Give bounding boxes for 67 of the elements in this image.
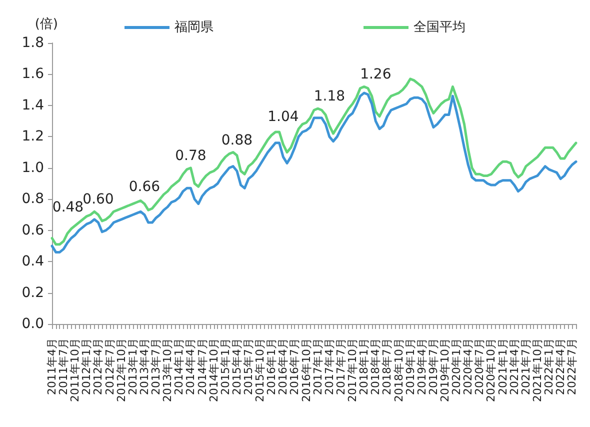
x-tick-label: 2012年7月 xyxy=(103,338,116,395)
y-tick-label: 1.8 xyxy=(22,35,44,51)
x-tick-label: 2021年7月 xyxy=(519,338,532,395)
x-tick-label: 2015年4月 xyxy=(230,338,244,395)
x-tick-label: 2014年4月 xyxy=(184,338,198,395)
x-tick-label: 2019年4月 xyxy=(415,338,428,395)
annotation: 0.78 xyxy=(175,148,206,164)
x-tick-label: 2017年7月 xyxy=(334,338,348,395)
x-tick-label: 2012年1月 xyxy=(80,338,94,395)
x-tick-label: 2016年4月 xyxy=(276,338,290,395)
x-tick-label: 2021年10月 xyxy=(530,338,544,402)
y-tick-label: 1.2 xyxy=(22,128,44,145)
annotation: 1.04 xyxy=(268,108,299,125)
x-tick-label: 2013年10月 xyxy=(161,338,174,402)
y-tick-label: 0.8 xyxy=(22,191,44,208)
x-tick-label: 2018年10月 xyxy=(392,338,406,402)
y-tick-label: 1.4 xyxy=(22,97,44,114)
x-tick-label: 2020年1月 xyxy=(450,338,464,395)
x-tick-label: 2011年7月 xyxy=(57,338,70,395)
x-tick-label: 2018年7月 xyxy=(380,338,394,395)
annotation: 0.48 xyxy=(52,199,84,216)
x-tick-label: 2016年7月 xyxy=(288,338,302,395)
y-tick-label: 0.6 xyxy=(22,222,44,238)
x-tick-label: 2017年4月 xyxy=(322,338,336,395)
x-tick-label: 2021年4月 xyxy=(508,338,521,395)
x-tick-label: 2015年7月 xyxy=(242,338,255,395)
x-tick-label: 2014年1月 xyxy=(172,338,186,395)
x-tick-label: 2022年1月 xyxy=(542,338,556,395)
annotation: 0.60 xyxy=(82,192,114,208)
x-tick-label: 2017年10月 xyxy=(346,338,360,402)
x-tick-label: 2011年10月 xyxy=(68,338,82,402)
x-tick-label: 2019年7月 xyxy=(426,338,440,395)
x-tick-label: 2015年10月 xyxy=(254,338,267,402)
x-tick-label: 2018年4月 xyxy=(369,338,382,395)
y-tick-label: 0.4 xyxy=(22,254,44,270)
legend-label: 全国平均 xyxy=(414,20,466,35)
x-tick-label: 2012年10月 xyxy=(114,338,128,402)
annotation: 1.26 xyxy=(360,66,392,83)
x-tick-label: 2018年1月 xyxy=(358,338,371,395)
x-tick-label: 2014年10月 xyxy=(207,338,220,402)
y-tick-label: 1.6 xyxy=(22,66,44,82)
x-tick-label: 2017年1月 xyxy=(311,338,324,395)
x-tick-label: 2011年4月 xyxy=(46,338,58,395)
x-tick-label: 2022年7月 xyxy=(566,338,579,395)
x-tick-label: 2020年10月 xyxy=(484,338,498,402)
y-axis-title: (倍) xyxy=(34,17,58,32)
x-tick-label: 2014年7月 xyxy=(196,338,209,395)
y-tick-label: 0.2 xyxy=(22,284,44,301)
x-tick-label: 2012年4月 xyxy=(92,338,105,395)
x-tick-label: 2013年7月 xyxy=(150,338,163,395)
y-tick-label: 1.0 xyxy=(22,160,44,176)
x-tick-label: 2016年10月 xyxy=(300,338,313,402)
annotation: 1.18 xyxy=(314,88,345,105)
x-tick-label: 2020年4月 xyxy=(462,338,475,395)
x-tick-label: 2013年4月 xyxy=(138,338,151,395)
x-tick-label: 2019年10月 xyxy=(438,338,452,402)
x-tick-label: 2019年1月 xyxy=(404,338,417,395)
annotation: 0.88 xyxy=(221,132,253,148)
x-tick-label: 2021年1月 xyxy=(496,338,510,395)
x-tick-label: 2015年1月 xyxy=(218,338,232,395)
x-tick-label: 2020年7月 xyxy=(473,338,486,395)
x-tick-label: 2022年4月 xyxy=(554,338,568,395)
y-tick-label: 0.0 xyxy=(22,316,44,332)
x-tick-label: 2016年1月 xyxy=(265,338,278,395)
x-tick-label: 2013年1月 xyxy=(126,338,140,395)
legend-label: 福岡県 xyxy=(174,20,214,35)
annotation: 0.66 xyxy=(128,179,160,196)
